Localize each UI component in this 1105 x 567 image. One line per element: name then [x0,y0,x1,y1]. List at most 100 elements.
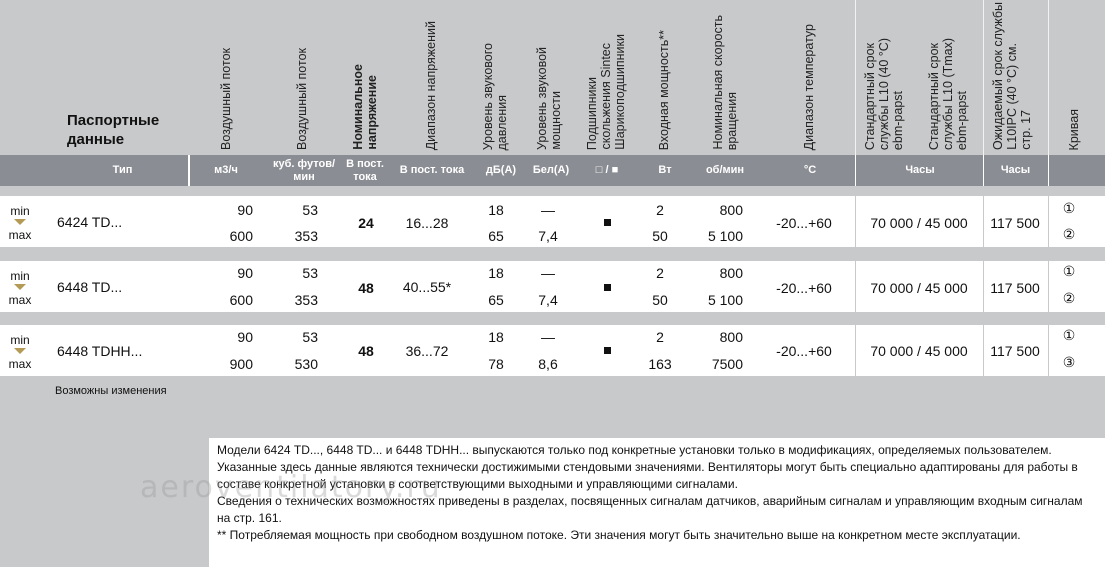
header-sound-pressure-1: Уровень звукового [481,42,495,150]
header-life2-b: службы L10 (Tmax) [941,38,955,150]
header-bearing-1: Подшипники [585,76,599,150]
sound-pressure-min: 18 [488,265,504,281]
type-cell: 6424 TD... [57,214,123,230]
airflow-cfm-min: 53 [302,329,318,345]
ball-bearing-icon [604,219,611,226]
temp-cell: -20...+60 [776,215,832,231]
min-label: min [10,204,30,218]
temp-cell: -20...+60 [776,343,832,359]
sound-power-min: — [541,202,555,218]
header-life3-a: Ожидаемый срок службы [991,2,1005,150]
sound-pressure-max: 65 [488,292,504,308]
life-cell: 70 000 / 45 000 [870,280,968,296]
header-life1-c: ebm-papst [891,90,905,150]
unit-vdc-1: В пост. [346,158,384,170]
table-row: min max 6448 TD... 90 600 53 353 48 40..… [0,261,1105,312]
table-title: Паспортные данные [67,112,160,148]
header-airflow-m3h: Воздушный поток [219,48,233,150]
voltage-cell: 24 [358,215,374,231]
power-max: 163 [648,356,672,372]
vrange-cell: 16...28 [405,215,449,231]
header-sound-power-1: Уровень звуковой [535,47,549,150]
header-voltage-2: напряжение [365,75,379,150]
airflow-cfm-min: 53 [302,265,318,281]
sound-pressure-min: 18 [488,329,504,345]
life3-cell: 117 500 [990,280,1040,296]
header-speed-2: вращения [725,91,739,150]
header-life3-b: L10IPC (40 °C) см. [1005,43,1019,150]
airflow-m3h-max: 600 [229,228,253,244]
unit-dba: дБ(А) [485,164,517,176]
type-cell: 6448 TDHH... [57,343,143,359]
unit-cfm-1: куб. футов/ [272,158,336,170]
rpm-min: 800 [719,329,743,345]
unit-vrange: В пост. тока [399,164,465,176]
power-min: 2 [656,329,664,345]
power-min: 2 [656,202,664,218]
rpm-min: 800 [719,202,743,218]
unit-type: Тип [112,164,133,176]
unit-divider [1048,155,1049,186]
unit-rpm: об/мин [705,164,745,176]
header-life1-b: службы L10 (40 °C) [877,37,891,150]
airflow-cfm-max: 353 [294,228,318,244]
airflow-cfm-min: 53 [302,202,318,218]
arrow-down-icon [14,284,26,290]
footnote-line: Указанные здесь данные являются техничес… [217,460,1078,491]
unit-hours-1: Часы [905,164,935,176]
curve-1-icon: ① [1062,327,1076,343]
header-bearing-3: Шарикоподшипники [613,34,627,150]
rpm-min: 800 [719,265,743,281]
voltage-cell: 48 [358,280,374,296]
vrange-cell: 40...55* [402,279,452,295]
sound-pressure-max: 65 [488,228,504,244]
unit-bela: Бел(А) [532,164,570,176]
unit-hours-2: Часы [1000,164,1031,176]
min-label: min [10,269,30,283]
curve-1-icon: ① [1062,263,1076,279]
vrange-cell: 36...72 [405,343,449,359]
airflow-m3h-min: 90 [237,329,253,345]
header-voltage-range: Диапазон напряжений [424,20,438,150]
unit-divider [855,155,856,186]
row-divider [983,196,984,377]
rpm-max: 7500 [711,356,743,372]
unit-celsius: °C [803,164,817,176]
unit-divider [188,155,190,186]
table-row: min max 6448 TDHH... 90 900 53 530 48 36… [0,325,1105,376]
header-bearing-2: скольжения Sintec [599,43,613,150]
unit-cfm-2: мин [293,171,315,183]
voltage-cell: 48 [358,343,374,359]
units-bar: Тип м3/ч куб. футов/ мин В пост. тока В … [0,155,1105,186]
row-divider [855,196,856,377]
header-voltage-1: Номинальное [351,64,365,150]
header-speed-1: Номинальная скорость [711,15,725,150]
rpm-max: 5 100 [707,228,743,244]
footnote-line: ** Потребляемая мощность при свободном в… [217,528,1021,542]
max-label: max [8,228,32,242]
airflow-cfm-max: 530 [294,356,318,372]
power-max: 50 [652,228,668,244]
life-cell: 70 000 / 45 000 [870,215,968,231]
airflow-m3h-min: 90 [237,265,253,281]
header-separator [855,0,856,186]
max-label: max [8,357,32,371]
row-divider [1048,196,1049,377]
arrow-down-icon [14,219,26,225]
sound-power-min: — [541,329,555,345]
header-life3-c: стр. 17 [1019,110,1033,150]
airflow-cfm-max: 353 [294,292,318,308]
ball-bearing-icon [604,284,611,291]
header-airflow-cfm: Воздушный поток [295,48,309,150]
power-max: 50 [652,292,668,308]
sound-power-max: 7,4 [538,228,558,244]
header-life2-c: ebm-papst [955,90,969,150]
sound-power-min: — [541,265,555,281]
header-separator [1048,0,1049,186]
curve-1-icon: ① [1062,200,1076,216]
header-sound-power-2: мощности [549,91,563,150]
curve-2-icon: ② [1062,226,1076,242]
temp-cell: -20...+60 [776,280,832,296]
max-label: max [8,293,32,307]
airflow-m3h-max: 600 [229,292,253,308]
